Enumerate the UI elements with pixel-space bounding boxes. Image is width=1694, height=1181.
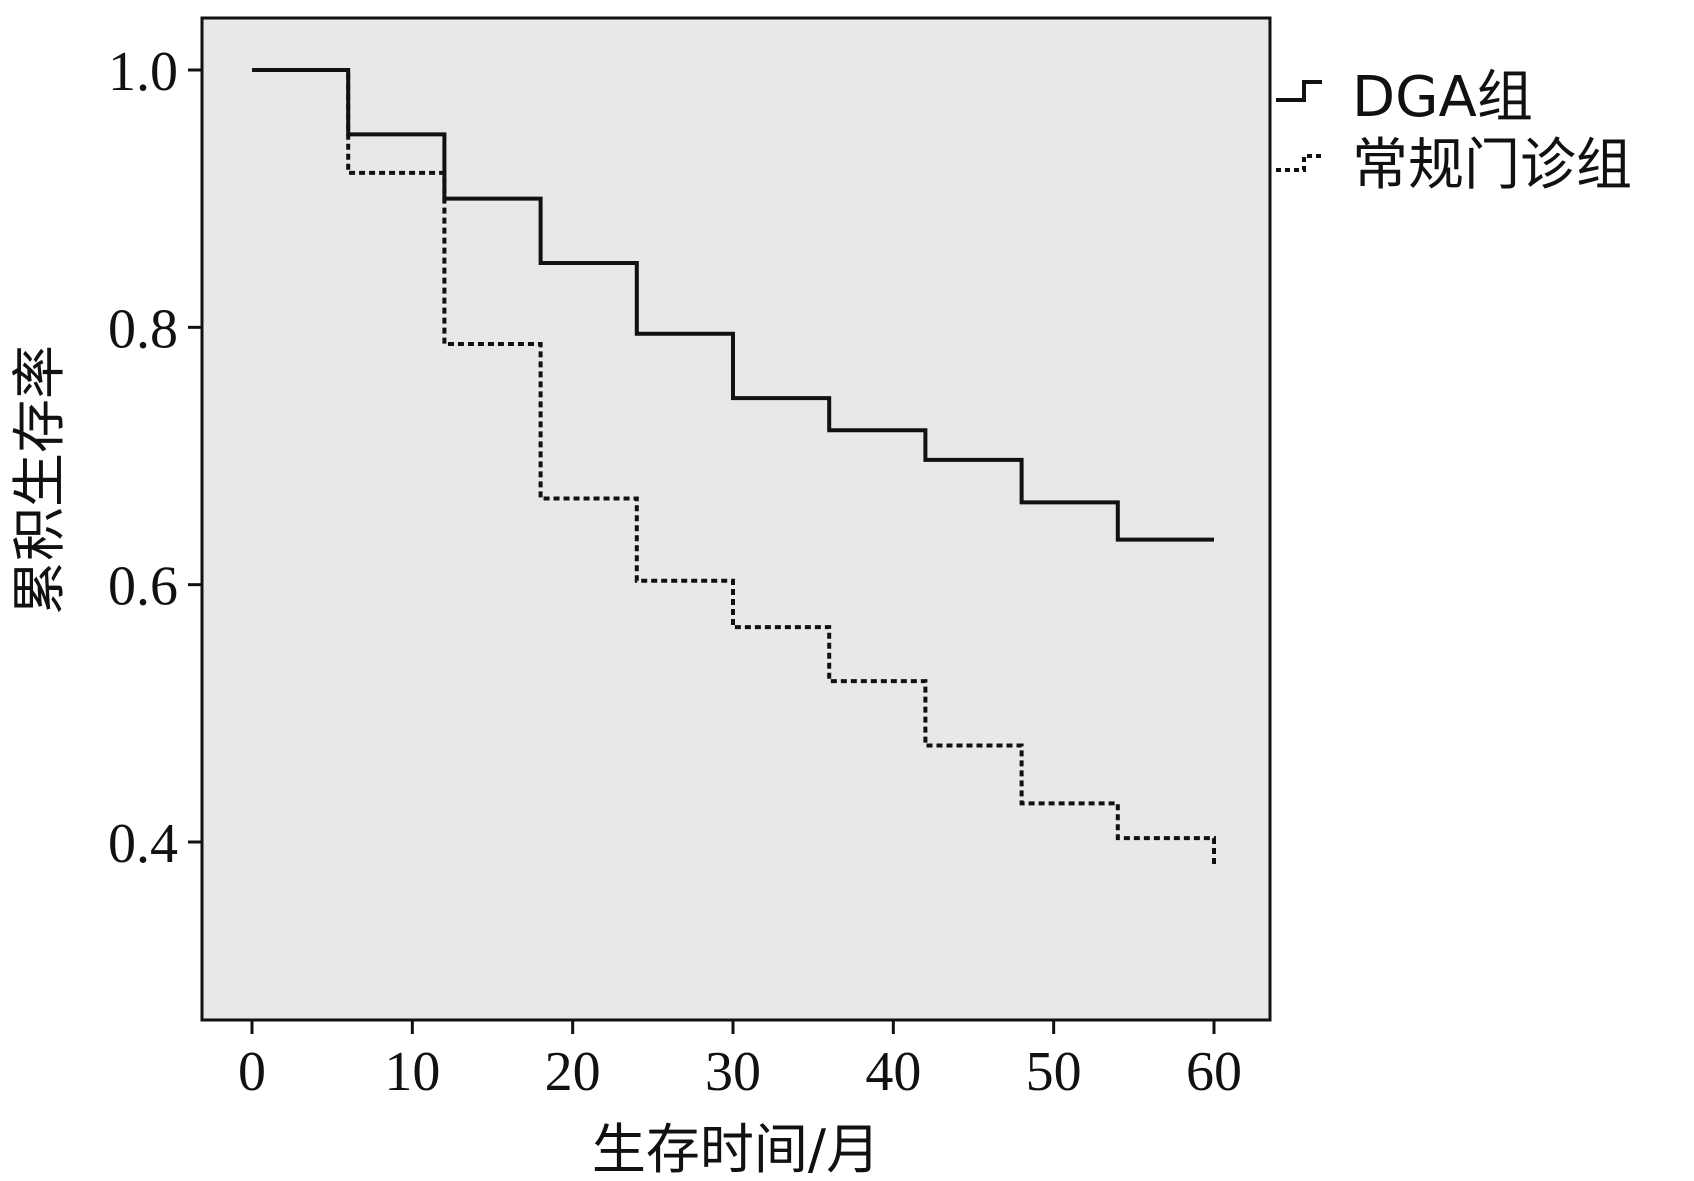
x-tick-label: 50 xyxy=(1026,1041,1082,1103)
legend-label-regular: 常规门诊组 xyxy=(1352,133,1632,198)
legend-symbol-dga xyxy=(1276,80,1322,102)
series-line-dga xyxy=(252,68,1214,542)
legend-symbol-regular xyxy=(1276,154,1322,172)
x-tick-label: 40 xyxy=(865,1041,921,1103)
x-tick-label: 0 xyxy=(238,1041,266,1103)
y-tick-label: 0.4 xyxy=(108,813,178,875)
x-tick-label: 60 xyxy=(1186,1041,1242,1103)
legend: DGA组 常规门诊组 xyxy=(1276,65,1632,198)
y-axis-title: 累积生存率 xyxy=(8,345,71,615)
axis-ticks xyxy=(188,68,1216,1034)
tick-labels: 0 10 20 30 40 50 60 1.0 0.8 0.6 0.4 xyxy=(108,41,1242,1103)
y-tick-label: 1.0 xyxy=(108,41,178,103)
y-tick-label: 0.6 xyxy=(108,556,178,618)
x-axis-title: 生存时间/月 xyxy=(592,1118,880,1181)
x-tick-label: 10 xyxy=(384,1041,440,1103)
series-layer xyxy=(252,68,1216,868)
y-tick-label: 0.8 xyxy=(108,298,178,360)
x-tick-label: 30 xyxy=(705,1041,761,1103)
legend-label-dga: DGA组 xyxy=(1352,65,1533,130)
series-line-regular xyxy=(252,68,1216,868)
plot-area xyxy=(200,16,1272,1022)
x-tick-label: 20 xyxy=(545,1041,601,1103)
